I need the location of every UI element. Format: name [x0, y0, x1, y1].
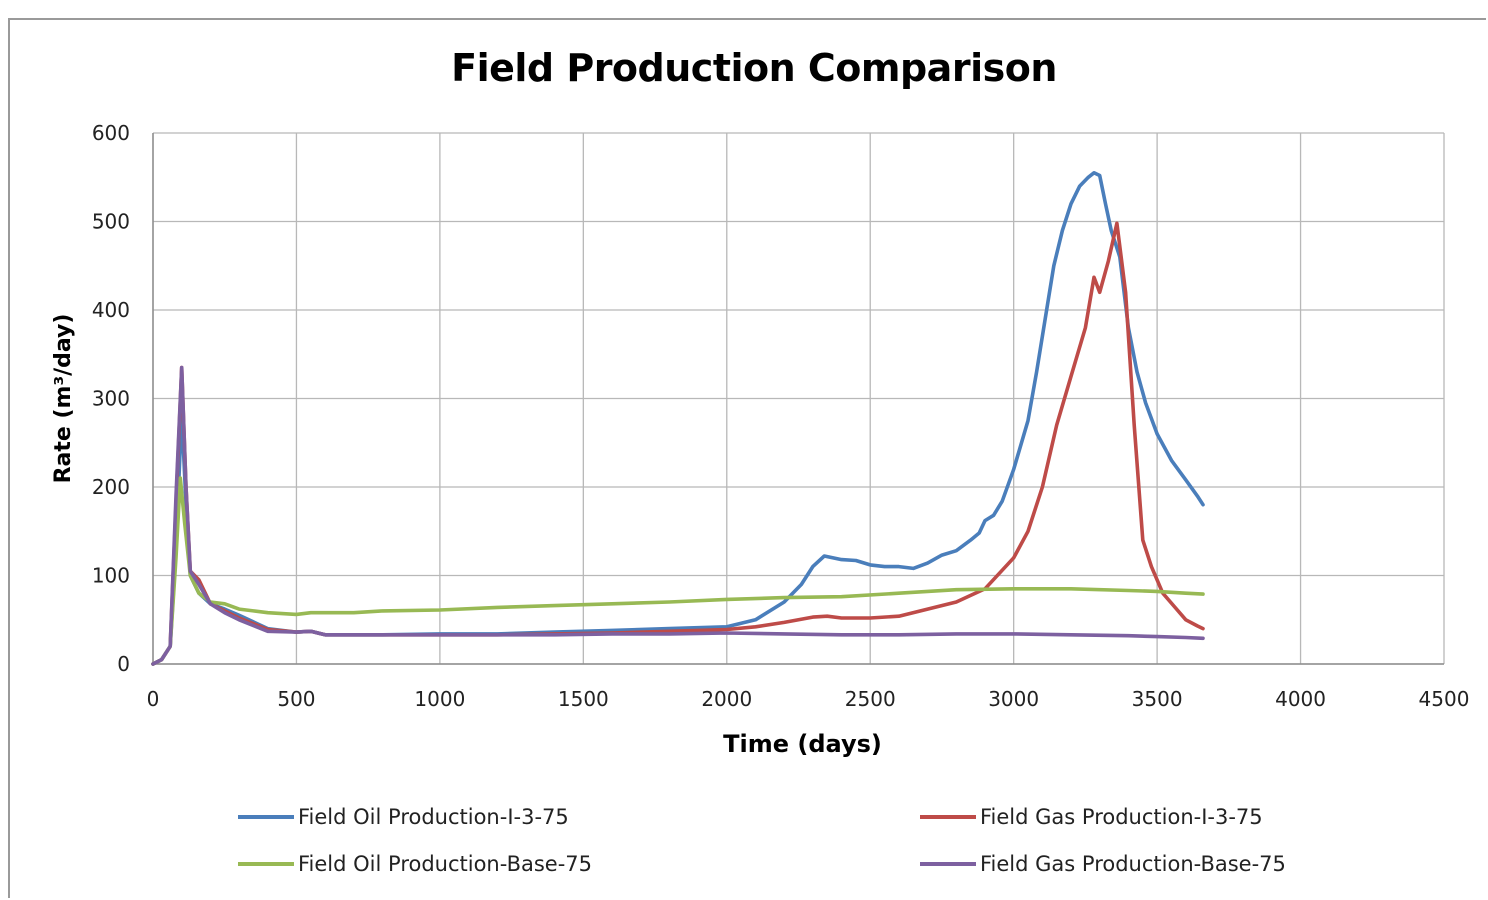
legend-swatch — [920, 815, 976, 819]
chart-title: Field Production Comparison — [451, 46, 1057, 90]
x-tick-label: 4000 — [1275, 687, 1326, 711]
chart-frame — [8, 18, 1486, 898]
legend-swatch — [920, 862, 976, 866]
legend-item-gas-base: Field Gas Production-Base-75 — [920, 849, 1286, 879]
x-tick-label: 2500 — [845, 687, 896, 711]
legend-label: Field Oil Production-I-3-75 — [298, 805, 569, 829]
legend-item-oil-i375: Field Oil Production-I-3-75 — [238, 802, 569, 832]
y-tick-label: 100 — [92, 564, 130, 588]
legend-label: Field Gas Production-I-3-75 — [980, 805, 1263, 829]
legend-swatch — [238, 862, 294, 866]
x-axis-label: Time (days) — [723, 730, 882, 758]
legend-swatch — [238, 815, 294, 819]
x-tick-label: 1000 — [414, 687, 465, 711]
y-tick-label: 600 — [92, 121, 130, 145]
y-tick-label: 300 — [92, 387, 130, 411]
legend-item-oil-base: Field Oil Production-Base-75 — [238, 849, 592, 879]
y-tick-label: 200 — [92, 475, 130, 499]
series-line-3 — [151, 365, 1205, 666]
y-tick-label: 0 — [117, 652, 130, 676]
x-tick-label: 3500 — [1132, 687, 1183, 711]
x-tick-label: 500 — [277, 687, 315, 711]
x-tick-label: 0 — [147, 687, 160, 711]
y-axis-label: Rate (m³/day) — [51, 314, 76, 484]
legend-label: Field Gas Production-Base-75 — [980, 852, 1286, 876]
x-tick-label: 3000 — [988, 687, 1039, 711]
x-tick-label: 1500 — [558, 687, 609, 711]
series-line-1 — [151, 221, 1205, 666]
legend-label: Field Oil Production-Base-75 — [298, 852, 593, 876]
x-tick-label: 4500 — [1419, 687, 1470, 711]
legend-item-gas-i375: Field Gas Production-I-3-75 — [920, 802, 1263, 832]
y-tick-label: 400 — [92, 298, 130, 322]
y-tick-label: 500 — [92, 210, 130, 234]
x-tick-label: 2000 — [701, 687, 752, 711]
